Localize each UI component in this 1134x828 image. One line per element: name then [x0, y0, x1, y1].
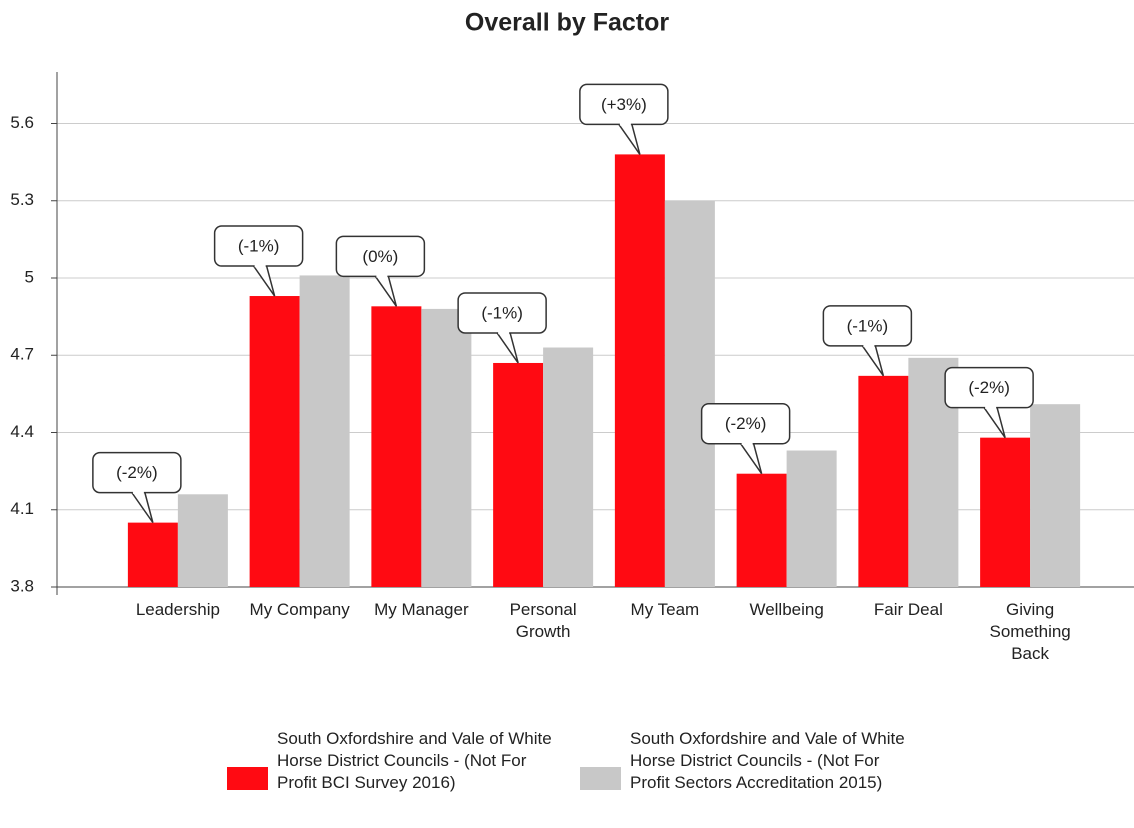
y-tick-label: 5.3	[10, 190, 34, 209]
bar	[177, 494, 228, 587]
annotation: (-2%)	[725, 414, 767, 433]
bar	[127, 522, 178, 587]
bar	[614, 154, 665, 587]
bar	[493, 362, 544, 587]
callout	[618, 123, 641, 155]
x-tick-label: Wellbeing	[749, 600, 824, 619]
callout	[983, 407, 1006, 439]
bar	[980, 437, 1031, 587]
bar	[371, 306, 422, 587]
legend-swatch	[227, 767, 268, 790]
y-tick-label: 3.8	[10, 576, 34, 595]
x-tick-label: My Team	[630, 600, 700, 619]
bar	[249, 296, 300, 587]
y-tick-label: 4.1	[10, 499, 34, 518]
bar	[786, 450, 837, 587]
legend-label: South Oxfordshire and Vale of White Hors…	[277, 729, 552, 792]
callout	[861, 345, 885, 377]
x-tick-label: Leadership	[135, 600, 220, 619]
annotation: (-2%)	[116, 463, 158, 482]
callout	[374, 275, 398, 307]
annotation: (0%)	[362, 247, 398, 266]
annotation: (+3%)	[601, 95, 647, 114]
bar	[421, 308, 472, 587]
x-tick-label: Giving Something Back	[989, 600, 1071, 663]
bar	[1030, 404, 1081, 587]
legend-swatch	[580, 767, 621, 790]
y-tick-label: 4.7	[10, 345, 34, 364]
callout	[740, 443, 763, 475]
y-tick-label: 4.4	[10, 422, 34, 441]
x-tick-label: Fair Deal	[873, 600, 943, 619]
y-tick-label: 5	[25, 267, 34, 286]
x-tick-label: Personal Growth	[509, 600, 577, 641]
bar	[299, 275, 350, 587]
x-tick-label: My Manager	[374, 600, 469, 619]
callout	[131, 492, 154, 524]
bar	[664, 200, 715, 587]
bar	[543, 347, 594, 587]
chart-title: Overall by Factor	[465, 9, 670, 37]
legend-label: South Oxfordshire and Vale of White Hors…	[630, 729, 905, 792]
y-tick-label: 5.6	[10, 113, 34, 132]
x-tick-label: My Company	[249, 600, 350, 619]
annotation: (-2%)	[968, 378, 1010, 397]
annotation: (-1%)	[481, 303, 523, 322]
callout	[496, 332, 519, 364]
bar	[736, 473, 787, 587]
annotation: (-1%)	[847, 316, 889, 335]
callout	[253, 265, 276, 297]
annotation: (-1%)	[238, 237, 280, 256]
bar	[858, 375, 909, 587]
